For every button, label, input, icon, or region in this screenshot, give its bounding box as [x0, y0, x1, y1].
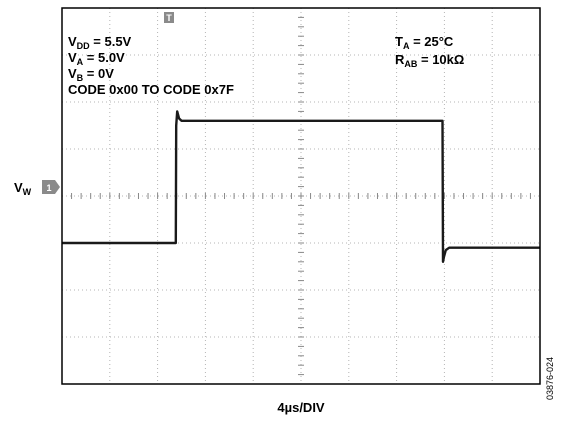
condition-line: VB = 0V [68, 66, 114, 83]
figure-id: 03876-024 [545, 356, 555, 400]
channel-label: VW [14, 180, 32, 197]
condition-line: VDD = 5.5V [68, 34, 132, 51]
condition-line: TA = 25°C [395, 34, 454, 51]
waveform-trace [62, 110, 540, 263]
channel-marker-icon: 1 [42, 180, 60, 194]
graticule [62, 8, 540, 384]
trigger-marker-icon: T [164, 12, 174, 23]
trigger-marker-label: T [166, 13, 172, 23]
channel-marker-label: 1 [46, 183, 51, 193]
condition-line: RAB = 10kΩ [395, 52, 464, 69]
waveform-line [62, 110, 540, 263]
condition-line: CODE 0x00 TO CODE 0x7F [68, 82, 234, 97]
x-axis-label: 4µs/DIV [277, 400, 325, 415]
plot-frame [61, 7, 541, 385]
condition-line: VA = 5.0V [68, 50, 125, 67]
